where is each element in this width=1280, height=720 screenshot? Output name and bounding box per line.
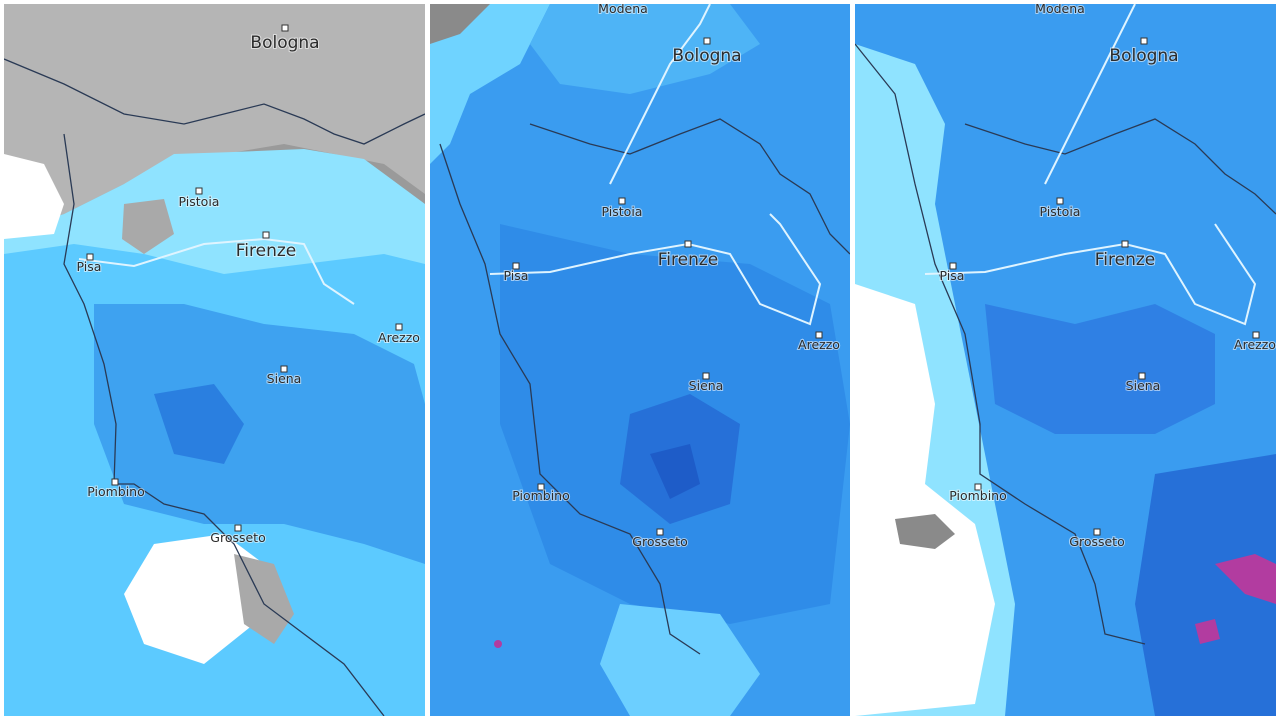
city-marker <box>815 331 823 339</box>
city-label: Firenze <box>236 241 297 261</box>
city-label: Bologna <box>1109 46 1178 66</box>
rain-intense <box>650 444 700 499</box>
rain-moderate <box>530 4 760 94</box>
city-marker <box>86 253 94 261</box>
city-marker <box>395 323 403 331</box>
city-marker <box>684 240 692 248</box>
city-marker <box>1056 197 1064 205</box>
city-marker <box>280 365 288 373</box>
no-rain <box>124 534 264 664</box>
city-marker <box>1093 528 1101 536</box>
rain-very-heavy <box>985 304 1215 434</box>
city-marker <box>1121 240 1129 248</box>
river <box>489 213 822 326</box>
city-marker <box>656 528 664 536</box>
city-label: Arezzo <box>378 330 420 345</box>
city-label: Piombino <box>949 488 1007 503</box>
city-label: Siena <box>267 371 302 386</box>
river <box>924 223 1257 326</box>
river <box>1044 4 1136 185</box>
coastline <box>439 143 701 655</box>
rain-extreme <box>1195 619 1220 644</box>
city-label: Siena <box>1126 378 1161 393</box>
no-rain <box>855 284 995 716</box>
city-marker <box>111 478 119 486</box>
terrain-hills <box>4 4 425 234</box>
city-label: Pisa <box>504 268 529 283</box>
map-panel-2: Modena Bologna Pistoia Firenze Pisa Arez… <box>430 1 850 716</box>
land <box>234 554 294 644</box>
border <box>529 118 850 255</box>
coastline <box>855 43 1146 645</box>
city-marker <box>974 483 982 491</box>
city-label: Piombino <box>512 488 570 503</box>
city-label: Pistoia <box>179 194 220 209</box>
rain-light <box>600 604 760 716</box>
city-label: Bologna <box>250 33 319 53</box>
rain-extreme <box>494 640 502 648</box>
rain-heavy <box>94 304 425 564</box>
city-label: Modena <box>598 1 648 16</box>
city-marker <box>281 24 289 32</box>
city-marker <box>949 262 957 270</box>
city-label: Grosseto <box>1069 534 1124 549</box>
city-marker <box>1140 37 1148 45</box>
map-panel-3: Modena Bologna Pistoia Firenze Pisa Arez… <box>855 1 1276 716</box>
city-marker <box>262 231 270 239</box>
city-label: Grosseto <box>632 534 687 549</box>
rain-extreme <box>1215 554 1276 604</box>
river <box>609 4 711 185</box>
city-label: Grosseto <box>210 530 265 545</box>
rain-moderate <box>430 4 550 164</box>
city-marker <box>1138 372 1146 380</box>
city-label: Pisa <box>77 259 102 274</box>
city-marker <box>234 524 242 532</box>
land <box>122 199 174 254</box>
city-marker <box>618 197 626 205</box>
coastline <box>63 133 385 716</box>
city-label: Bologna <box>672 46 741 66</box>
city-marker <box>702 372 710 380</box>
city-marker <box>1252 331 1260 339</box>
city-label: Modena <box>1035 1 1085 16</box>
map-panel-1: Bologna Pistoia Firenze Pisa Arezzo Sien… <box>4 4 425 716</box>
no-data <box>4 154 64 239</box>
rain-very-heavy <box>154 384 244 464</box>
city-marker <box>512 262 520 270</box>
city-label: Piombino <box>87 484 145 499</box>
land <box>895 514 955 549</box>
river <box>78 237 355 305</box>
border <box>4 58 425 145</box>
city-label: Firenze <box>1095 250 1156 270</box>
city-label: Firenze <box>658 250 719 270</box>
city-marker <box>537 483 545 491</box>
city-label: Pistoia <box>602 204 643 219</box>
city-label: Pistoia <box>1040 204 1081 219</box>
land <box>430 4 490 44</box>
city-marker <box>195 187 203 195</box>
city-label: Arezzo <box>798 337 840 352</box>
city-marker <box>703 37 711 45</box>
rain-very-heavy <box>1135 454 1276 716</box>
border <box>964 118 1276 215</box>
city-label: Siena <box>689 378 724 393</box>
city-label: Arezzo <box>1234 337 1276 352</box>
city-label: Pisa <box>940 268 965 283</box>
